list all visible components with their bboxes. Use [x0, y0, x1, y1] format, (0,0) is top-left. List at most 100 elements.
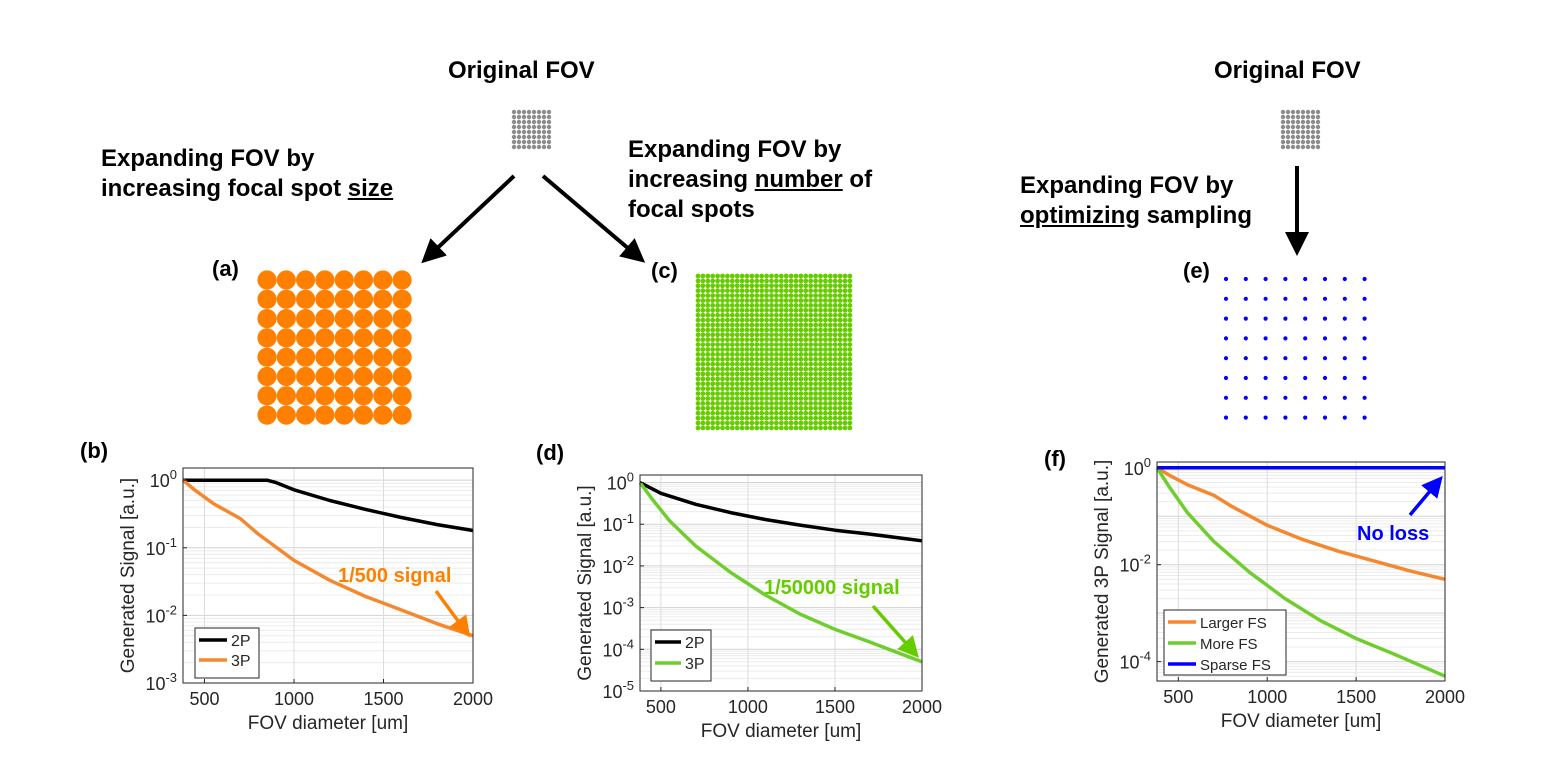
focal-spot	[1362, 296, 1367, 301]
focal-spot	[511, 114, 517, 120]
focal-spot	[695, 337, 701, 343]
focal-spot	[778, 386, 784, 392]
focal-spot	[847, 396, 853, 401]
focal-spot	[754, 410, 760, 416]
focal-spot	[695, 293, 701, 298]
focal-spot	[827, 401, 833, 406]
focal-spot	[734, 278, 740, 284]
focal-spot	[788, 352, 794, 357]
focal-spot	[769, 322, 774, 328]
focal-spot	[516, 144, 522, 150]
focal-spot	[744, 405, 750, 411]
focal-spot	[749, 303, 755, 308]
focal-spot	[759, 396, 765, 401]
focal-spot	[837, 361, 843, 367]
focal-spot	[778, 425, 784, 431]
focal-spot	[296, 309, 316, 329]
panel-label-e: (e)	[1183, 258, 1210, 283]
focal-spot	[783, 391, 789, 396]
focal-spot	[813, 376, 818, 382]
focal-spot	[749, 381, 755, 387]
focal-spot	[720, 420, 725, 426]
focal-spot	[808, 381, 814, 387]
legend-entry-label: 2P	[685, 635, 705, 652]
focal-spot	[808, 356, 814, 362]
y-tick-label: 100	[607, 470, 634, 494]
focal-spot	[705, 322, 711, 328]
focal-spot	[842, 371, 848, 377]
focal-spot	[257, 405, 277, 425]
focal-spot	[764, 293, 769, 298]
focal-spot	[720, 410, 725, 416]
focal-spot	[813, 273, 818, 279]
focal-spot	[774, 410, 779, 416]
focal-spot	[1322, 316, 1328, 321]
focal-spot	[739, 371, 745, 377]
focal-spot	[749, 361, 755, 367]
focal-spot	[695, 371, 701, 377]
focal-spot	[788, 303, 794, 308]
focal-spot	[700, 293, 706, 298]
focal-spot	[754, 317, 760, 323]
focal-spot	[783, 342, 789, 347]
focal-spot	[774, 342, 779, 347]
focal-spot	[803, 361, 809, 367]
focal-spot	[847, 410, 853, 416]
focal-spot	[749, 337, 755, 343]
focal-spot	[798, 273, 804, 279]
focal-spot	[734, 332, 740, 338]
focal-spot	[769, 396, 774, 401]
focal-spot	[749, 283, 755, 289]
charts: 500 1000 1500 2000 100 10-1 10-2 10-3 FOV diamet…	[118, 455, 1465, 742]
focal-spot	[1290, 139, 1296, 145]
focal-spot	[783, 317, 789, 323]
focal-spot	[739, 293, 745, 298]
focal-spot	[813, 361, 818, 367]
focal-spot	[847, 356, 853, 362]
focal-spot	[1285, 119, 1291, 125]
focal-spot	[739, 356, 745, 362]
focal-spot	[798, 337, 804, 343]
focal-spot	[353, 270, 374, 290]
focal-spot	[774, 312, 779, 318]
focal-spot	[749, 293, 755, 298]
focal-spot	[788, 288, 794, 294]
focal-spot	[715, 347, 720, 352]
method-number-line2: increasing number of	[628, 165, 872, 195]
focal-spot	[818, 361, 823, 367]
focal-spot	[700, 337, 706, 343]
focal-spot	[1290, 114, 1296, 120]
focal-spot	[774, 405, 779, 411]
focal-spot	[526, 119, 532, 125]
focal-spot	[847, 401, 853, 406]
focal-spot	[818, 273, 823, 279]
focal-spot	[715, 401, 720, 406]
focal-spot	[1342, 415, 1347, 420]
focal-spot	[744, 298, 750, 303]
focal-spot	[729, 347, 735, 352]
focal-spot	[759, 376, 765, 382]
focal-spot	[729, 332, 735, 338]
focal-spot	[546, 124, 552, 130]
focal-spot	[729, 288, 735, 294]
focal-spot	[700, 347, 706, 352]
focal-spot	[744, 288, 750, 294]
focal-spot	[803, 337, 809, 343]
focal-spot	[832, 303, 838, 308]
legend-entry-label: 3P	[231, 653, 251, 670]
focal-spot	[798, 293, 804, 298]
panel-label-a: (a)	[212, 256, 239, 281]
focal-spot	[373, 328, 393, 348]
focal-spot	[734, 425, 740, 431]
focal-spot	[774, 332, 779, 338]
focal-spot	[710, 317, 716, 323]
focal-spot	[720, 356, 725, 362]
focal-spot	[823, 361, 828, 367]
focal-spot	[725, 405, 730, 411]
focal-spot	[720, 386, 725, 392]
focal-spot	[832, 391, 838, 396]
focal-spot	[705, 293, 711, 298]
focal-spot	[720, 332, 725, 338]
focal-spot	[823, 303, 828, 308]
focal-spot	[541, 144, 547, 150]
